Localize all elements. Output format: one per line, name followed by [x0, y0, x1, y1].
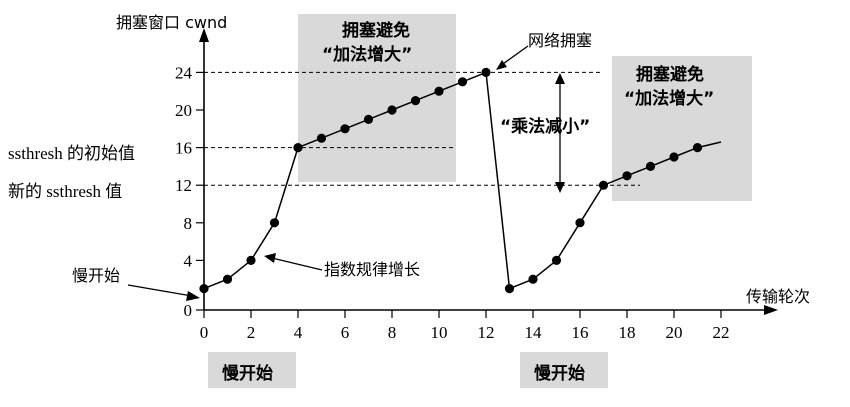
exponential-growth-arrow [271, 257, 323, 271]
shade-congestion-avoidance-1 [298, 14, 456, 182]
x-tick-label-8: 8 [388, 323, 397, 342]
x-tick-label-4: 4 [294, 323, 303, 342]
y-tick-label-4: 4 [184, 251, 193, 270]
data-point-0 [199, 284, 209, 294]
network-congestion-label: 网络拥塞 [528, 31, 592, 50]
data-point-5 [316, 133, 327, 143]
x-tick-label-6: 6 [341, 323, 350, 342]
x-axis-arrowhead [764, 305, 778, 315]
network-congestion-arrow [499, 45, 529, 67]
exponential-growth-arrowhead [264, 253, 276, 263]
x-ticks: 0 2 4 6 8 10 12 14 16 18 20 22 [200, 310, 730, 342]
data-point-17 [598, 180, 609, 190]
y-tick-label-0: 0 [184, 301, 193, 320]
y-tick-label-12: 12 [175, 176, 192, 195]
data-point-4 [293, 143, 303, 153]
x-tick-label-16: 16 [572, 323, 589, 342]
x-tick-label-22: 22 [713, 323, 730, 342]
data-point-19 [645, 161, 656, 171]
ssthresh-initial-label: ssthresh 的初始值 [8, 144, 135, 163]
annotations: 拥塞避免 “加法增大” 拥塞避免 “加法增大” 网络拥塞 “乘法减小” 指数规律… [72, 20, 714, 384]
x-tick-label-14: 14 [525, 323, 543, 342]
data-point-9 [410, 96, 421, 106]
shade-congestion-avoidance-2 [612, 56, 752, 201]
y-ticks: 0 4 8 12 16 20 24 [175, 63, 204, 320]
data-point-16 [575, 218, 585, 228]
congestion-avoidance-subtitle-1: “加法增大” [322, 44, 412, 65]
reference-lines [204, 71, 640, 186]
data-point-1 [222, 274, 233, 284]
data-point-20 [669, 152, 679, 162]
data-point-7 [363, 114, 374, 124]
data-point-18 [622, 171, 632, 181]
data-point-15 [551, 255, 562, 265]
data-point-12 [481, 67, 491, 77]
x-axis-title: 传输轮次 [746, 287, 810, 306]
data-point-3 [269, 218, 280, 228]
slow-start-bottom-label-2: 慢开始 [534, 363, 585, 384]
data-point-10 [434, 86, 444, 96]
y-tick-label-16: 16 [175, 139, 192, 158]
x-tick-label-0: 0 [200, 323, 209, 342]
cwnd-series [199, 67, 722, 294]
data-point-11 [457, 77, 468, 87]
y-axis-arrowhead [199, 28, 209, 42]
slow-start-left-label: 慢开始 [72, 266, 120, 285]
exponential-growth-label: 指数规律增长 [324, 260, 420, 279]
shade-slow-start-1 [208, 352, 296, 388]
data-point-13 [504, 284, 515, 294]
congestion-avoidance-title-1: 拥塞避免 [342, 20, 410, 41]
slow-start-left-arrowhead [186, 291, 200, 301]
x-tick-label-20: 20 [666, 323, 683, 342]
slow-start-bottom-label-1: 慢开始 [222, 363, 273, 384]
x-tick-label-12: 12 [478, 323, 495, 342]
y-tick-label-24: 24 [175, 63, 193, 82]
y-tick-label-8: 8 [184, 214, 193, 233]
x-tick-label-18: 18 [619, 323, 636, 342]
congestion-avoidance-subtitle-2: “加法增大” [624, 88, 714, 109]
multiplicative-decrease-arrowhead-up [555, 73, 565, 84]
data-point-6 [340, 124, 350, 134]
multiplicative-decrease-arrowhead-down [555, 182, 565, 193]
data-point-14 [528, 274, 538, 284]
shaded-regions [208, 14, 752, 388]
x-tick-label-10: 10 [431, 323, 448, 342]
y-tick-label-20: 20 [175, 101, 192, 120]
slow-start-left-arrow [127, 284, 193, 297]
data-point-21 [692, 143, 703, 153]
y-axis-title: 拥塞窗口 cwnd [116, 13, 227, 32]
series-line-drop [485, 72, 511, 289]
network-congestion-arrowhead [496, 60, 507, 70]
x-tick-label-2: 2 [247, 323, 256, 342]
ssthresh-new-label: 新的 ssthresh 值 [8, 182, 122, 201]
multiplicative-decrease-label: “乘法减小” [500, 116, 590, 137]
congestion-avoidance-title-2: 拥塞避免 [636, 64, 704, 85]
data-point-8 [387, 105, 397, 115]
series-line-phase-2 [509, 141, 722, 290]
shade-slow-start-2 [520, 352, 608, 388]
data-point-2 [246, 255, 256, 265]
